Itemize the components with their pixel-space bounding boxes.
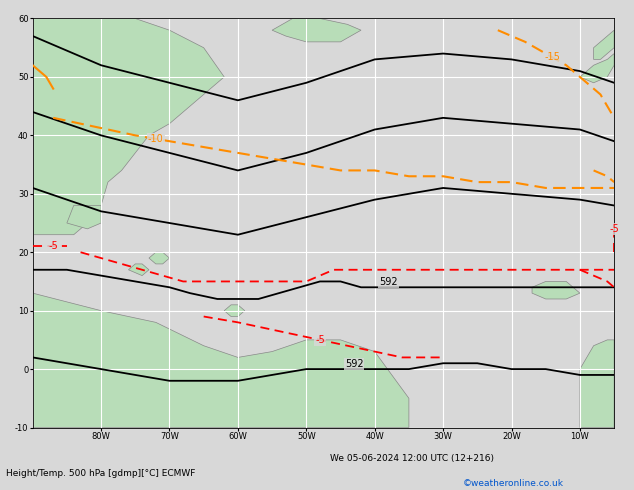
Text: -5: -5 [315,335,325,345]
Polygon shape [33,19,224,235]
Polygon shape [67,205,101,229]
Text: -10: -10 [148,134,164,144]
Text: We 05-06-2024 12:00 UTC (12+216): We 05-06-2024 12:00 UTC (12+216) [330,454,494,463]
Text: 592: 592 [379,277,398,287]
Polygon shape [532,281,580,299]
Text: ©weatheronline.co.uk: ©weatheronline.co.uk [463,479,564,488]
Text: -5: -5 [48,242,58,251]
Text: 592: 592 [345,359,363,369]
Text: Height/Temp. 500 hPa [gdmp][°C] ECMWF: Height/Temp. 500 hPa [gdmp][°C] ECMWF [6,469,196,478]
Polygon shape [224,305,245,317]
Polygon shape [33,293,409,428]
Polygon shape [129,264,149,275]
Polygon shape [272,19,361,42]
Polygon shape [580,340,614,428]
Text: -15: -15 [545,52,560,62]
Polygon shape [593,30,614,59]
Text: -5: -5 [609,224,619,234]
Polygon shape [149,252,169,264]
Polygon shape [484,0,559,7]
Polygon shape [580,53,614,83]
